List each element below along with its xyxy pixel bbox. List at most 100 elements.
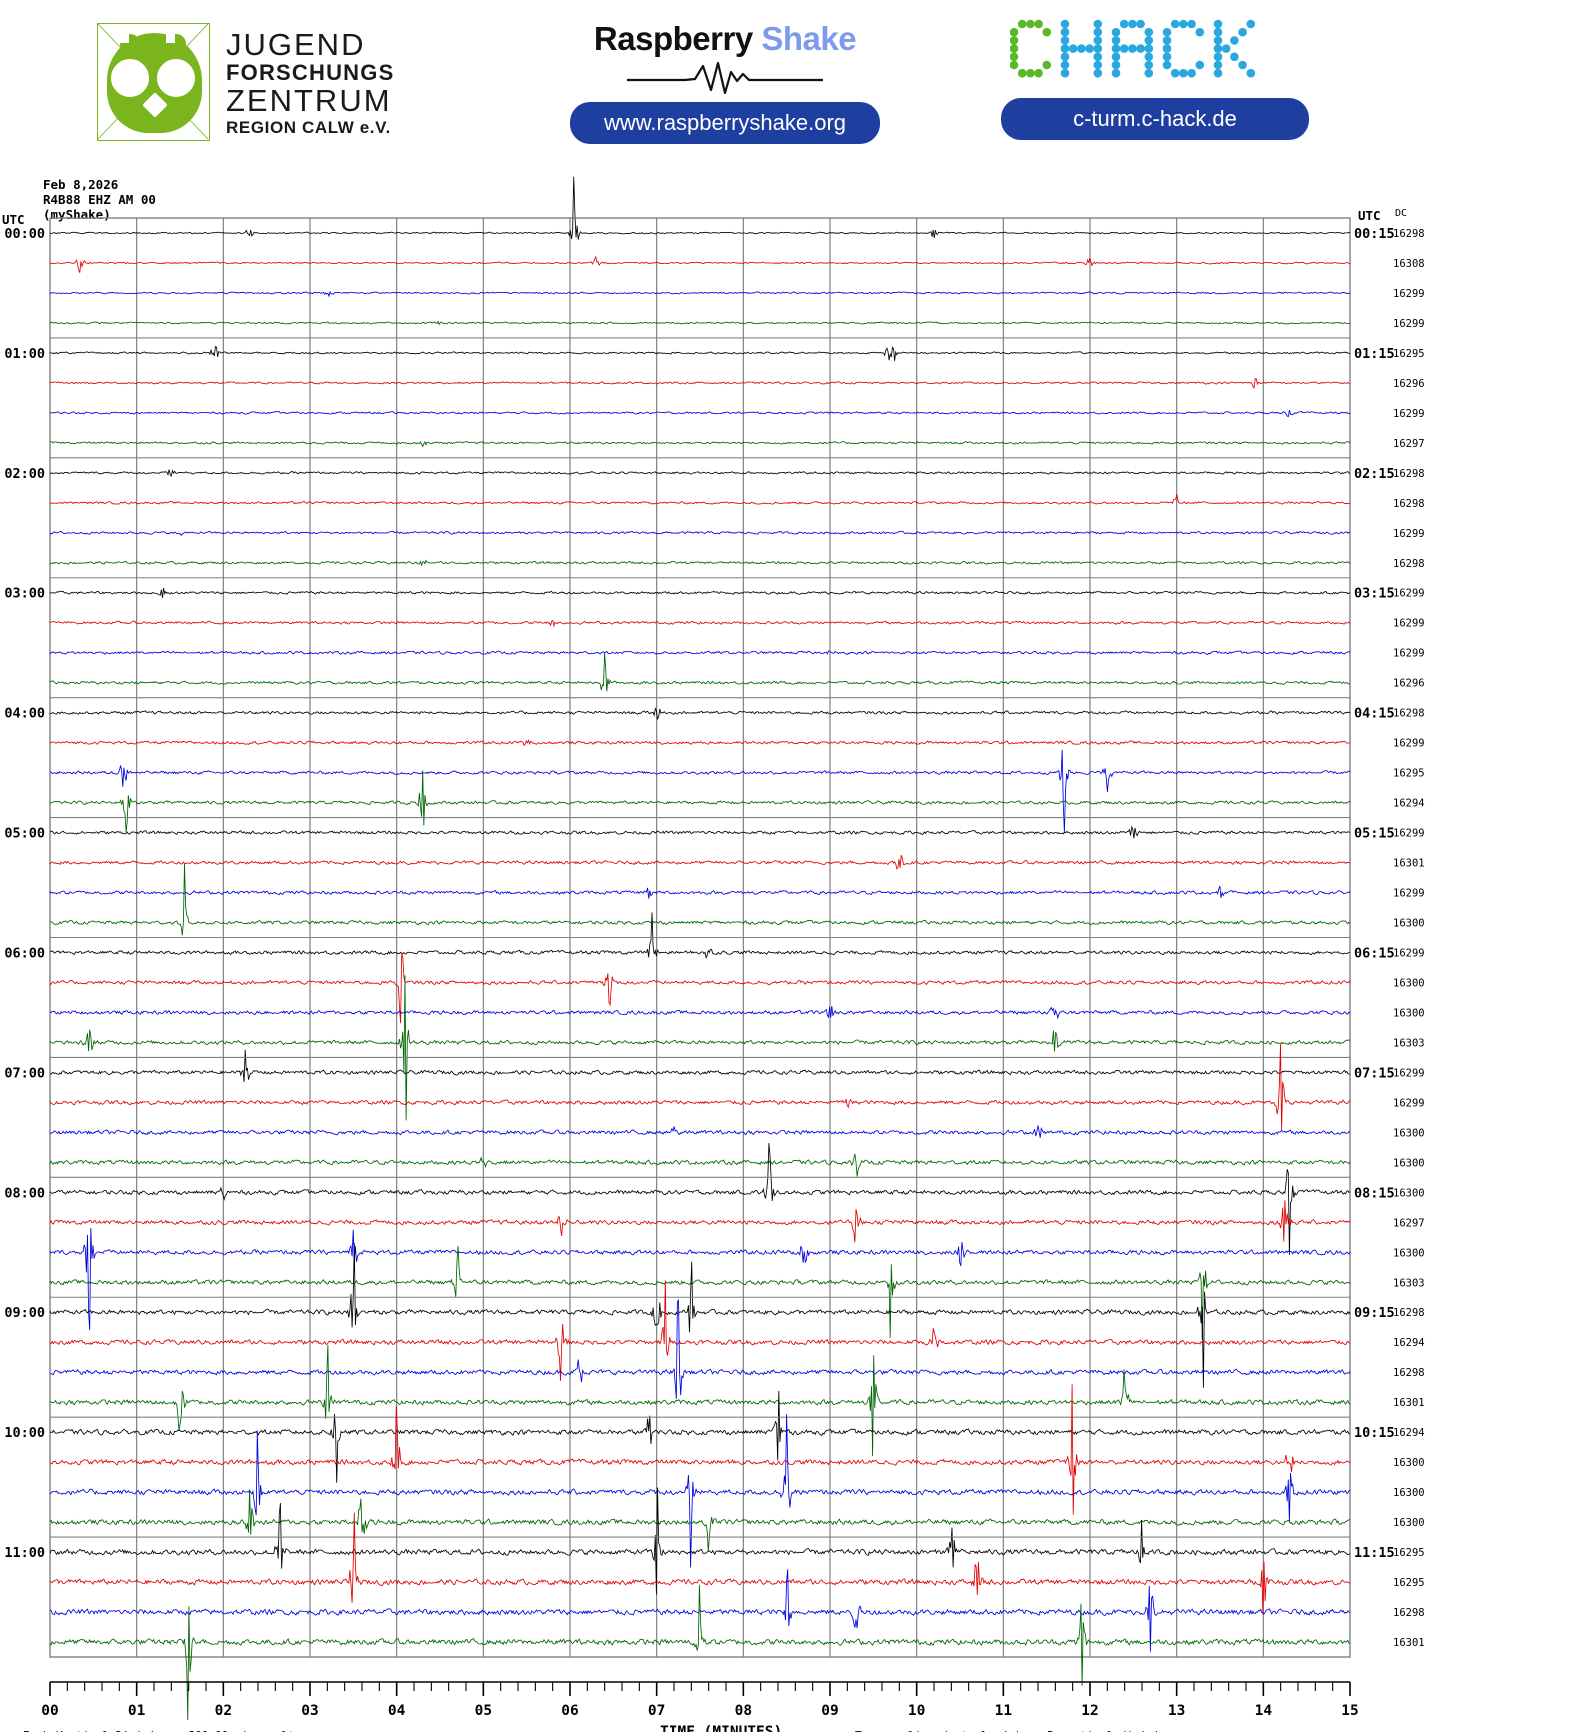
dc-value: 16296 <box>1393 378 1425 390</box>
dc-value: 16295 <box>1393 348 1425 360</box>
x-axis-tick-label: 07 <box>648 1703 665 1719</box>
seismic-trace <box>49 1153 1351 1177</box>
dc-axis-label: DC <box>1395 208 1407 219</box>
dc-value: 16300 <box>1393 977 1425 989</box>
hour-label-right: 01:15 <box>1354 346 1395 362</box>
page-header: JUGEND FORSCHUNGS ZENTRUM REGION CALW e.… <box>0 0 1570 165</box>
dc-value: 16300 <box>1393 1517 1425 1529</box>
dc-value: 16298 <box>1393 498 1425 510</box>
dc-value: 16297 <box>1393 1217 1425 1229</box>
plot-title-line-3: (myShake) <box>43 207 111 222</box>
hour-label-left: 04:00 <box>4 706 45 722</box>
hour-label-left: 03:00 <box>4 586 45 602</box>
dc-value: 16300 <box>1393 1457 1425 1469</box>
dc-value: 16294 <box>1393 1427 1425 1439</box>
hour-label-left: 00:00 <box>4 226 45 242</box>
seismic-trace <box>49 739 1351 747</box>
chack-logo: c-turm.c-hack.de <box>990 18 1320 146</box>
jfz-logo: JUGEND FORSCHUNGS ZENTRUM REGION CALW e.… <box>97 22 397 142</box>
hour-label-left: 07:00 <box>4 1065 45 1081</box>
dc-value: 16301 <box>1393 858 1425 870</box>
seismic-trace <box>49 290 1351 298</box>
raspberry-shake-url-button[interactable]: www.raspberryshake.org <box>570 102 880 144</box>
dc-value: 16299 <box>1393 588 1425 600</box>
dc-value: 16300 <box>1393 1127 1425 1139</box>
seismic-trace <box>49 530 1351 537</box>
x-axis-tick-label: 01 <box>128 1703 146 1719</box>
raspberry-shake-wordmark: Raspberry Shake <box>560 20 890 58</box>
dc-value: 16299 <box>1393 288 1425 300</box>
seismic-trace <box>49 1242 1351 1388</box>
seismic-trace <box>49 1228 1351 1331</box>
dc-value: 16299 <box>1393 738 1425 750</box>
seismic-trace <box>49 1512 1351 1615</box>
seismic-trace <box>49 469 1351 478</box>
seismic-trace <box>49 1125 1351 1138</box>
seismic-trace <box>49 652 1350 692</box>
raspberry-shake-logo: Raspberry Shake www.raspberryshake.org <box>560 20 890 145</box>
dc-value: 16300 <box>1393 1007 1425 1019</box>
dc-value: 16295 <box>1393 1547 1425 1559</box>
dc-value: 16300 <box>1393 1247 1425 1259</box>
dc-value: 16298 <box>1393 468 1425 480</box>
hour-label-right: 07:15 <box>1354 1065 1395 1081</box>
seismic-trace <box>49 1049 1351 1082</box>
hour-label-left: 08:00 <box>4 1185 45 1201</box>
jfz-line-2: FORSCHUNGS <box>226 59 395 85</box>
dc-value: 16298 <box>1393 1307 1425 1319</box>
x-axis-tick-label: 13 <box>1168 1703 1185 1719</box>
seismic-trace <box>49 952 1351 1024</box>
hour-label-right: 03:15 <box>1354 586 1395 602</box>
shake-word: Shake <box>761 20 857 57</box>
helicorder-plot: Feb 8,2026 R4B88 EHZ AM 00 (myShake) UTC UTC… <box>0 165 1570 1732</box>
dc-value: 16300 <box>1393 918 1425 930</box>
chack-dot-logo-icon <box>1010 19 1256 78</box>
dc-value: 16298 <box>1393 1367 1425 1379</box>
seismic-trace <box>49 1584 1351 1721</box>
x-axis-tick-label: 11 <box>995 1703 1013 1719</box>
dc-value: 16303 <box>1393 1037 1425 1049</box>
seismic-trace <box>49 320 1351 326</box>
left-axis-label: UTC <box>2 212 25 227</box>
hour-label-right: 00:15 <box>1354 226 1395 242</box>
jfz-line-3: ZENTRUM <box>226 82 392 118</box>
hour-label-left: 05:00 <box>4 826 45 842</box>
seismic-wave-icon <box>627 61 823 94</box>
jfz-line-4: REGION CALW e.V. <box>226 117 391 137</box>
seismic-trace <box>49 863 1351 936</box>
hour-label-right: 11:15 <box>1354 1545 1395 1561</box>
plot-title-line-2: R4B88 EHZ AM 00 <box>43 192 156 207</box>
dc-value: 16299 <box>1393 528 1425 540</box>
chack-url-button[interactable]: c-turm.c-hack.de <box>1001 98 1309 140</box>
seismic-trace <box>49 1414 1351 1568</box>
seismic-trace <box>49 619 1351 628</box>
dc-value: 16299 <box>1393 318 1425 330</box>
seismic-trace <box>49 912 1351 960</box>
dc-value: 16299 <box>1393 1097 1425 1109</box>
x-axis-tick-label: 00 <box>41 1703 58 1719</box>
x-axis-tick-label: 06 <box>561 1703 578 1719</box>
seismic-trace <box>49 559 1351 567</box>
seismic-trace <box>49 885 1351 899</box>
dc-value: 16299 <box>1393 618 1425 630</box>
hour-label-right: 09:15 <box>1354 1305 1395 1321</box>
dc-value: 16303 <box>1393 1277 1425 1289</box>
seismic-trace <box>49 1345 1351 1457</box>
seismic-trace <box>49 1200 1351 1243</box>
footer-clip-note: Traces clipped at plus/minus 5 vertical … <box>855 1729 1180 1732</box>
x-axis-tick-label: 08 <box>735 1703 752 1719</box>
hour-label-left: 02:00 <box>4 466 45 482</box>
x-axis-tick-label: 02 <box>215 1703 232 1719</box>
hour-label-right: 02:15 <box>1354 466 1395 482</box>
hour-label-left: 10:00 <box>4 1425 45 1441</box>
dc-value: 16299 <box>1393 888 1425 900</box>
right-axis-label: UTC <box>1358 208 1381 223</box>
footer-scale-note: Each Vertical Division = 200.00 microvol… <box>23 1729 301 1732</box>
dc-value: 16308 <box>1393 258 1425 270</box>
seismic-trace <box>49 494 1351 505</box>
dc-value: 16294 <box>1393 798 1425 810</box>
seismic-trace <box>49 1390 1351 1483</box>
dc-value: 16298 <box>1393 708 1425 720</box>
dc-value: 16298 <box>1393 558 1425 570</box>
dc-value: 16298 <box>1393 1607 1425 1619</box>
